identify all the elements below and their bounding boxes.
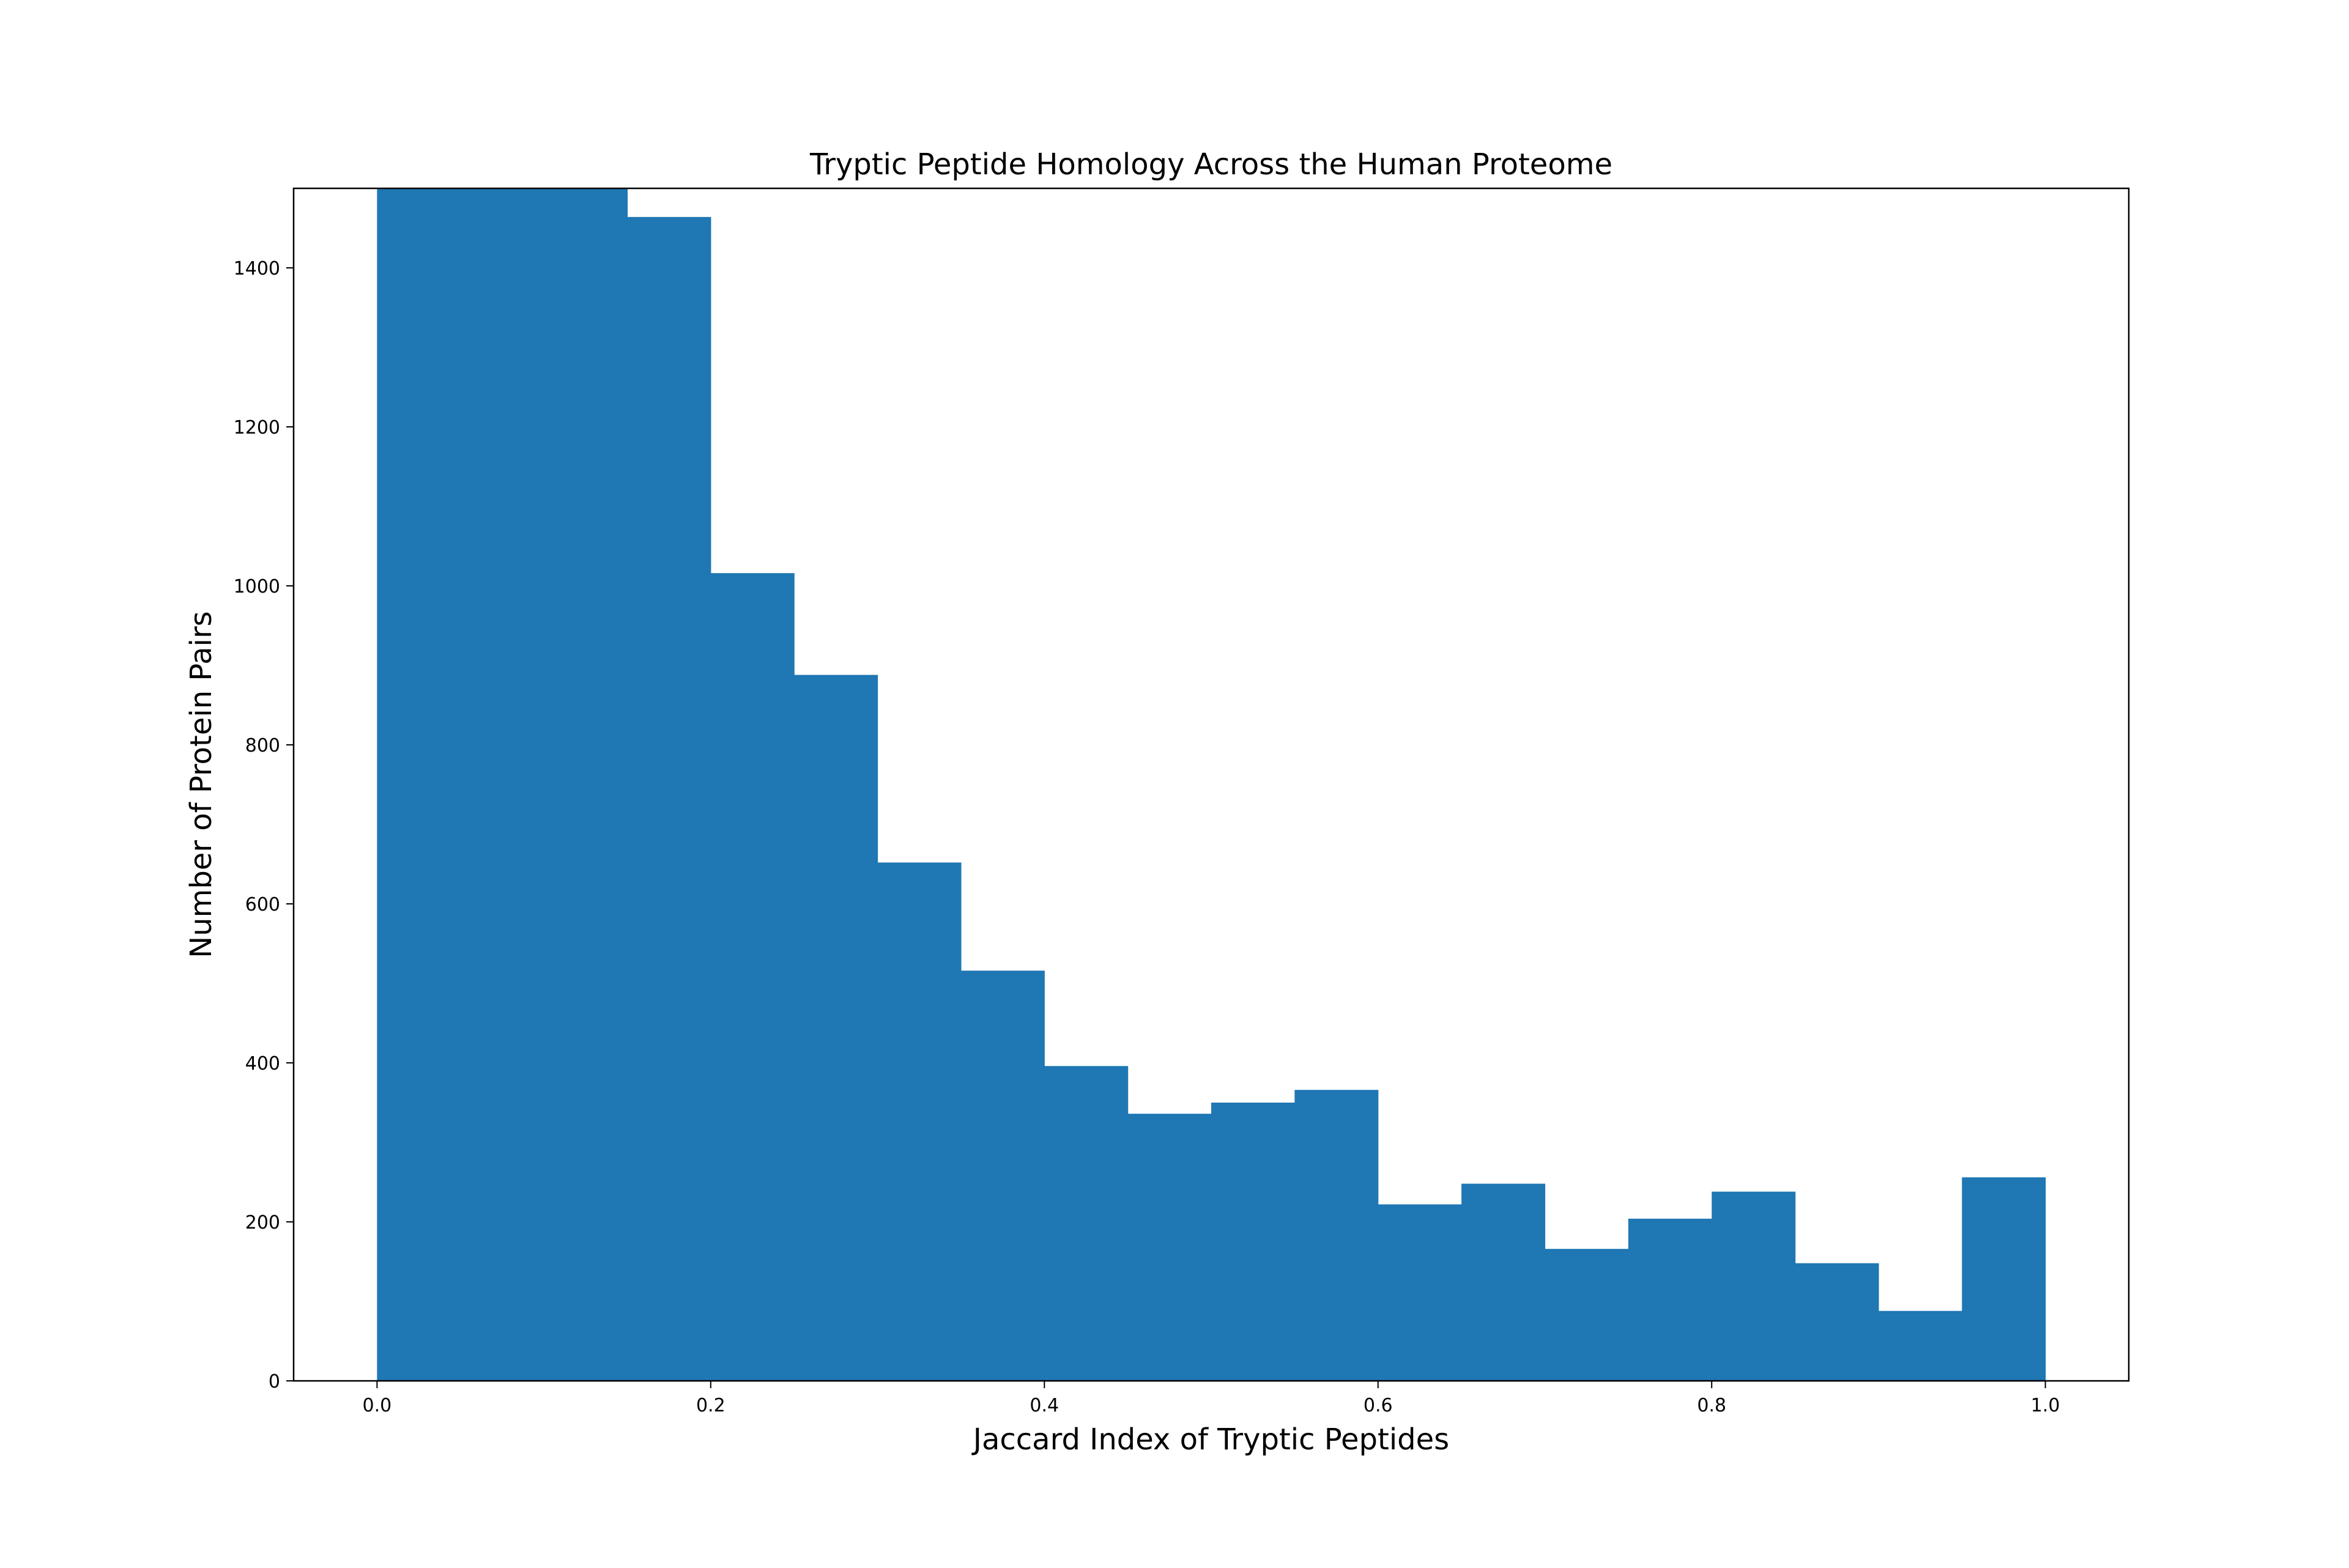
x-tick-label: 0.6 xyxy=(1364,1395,1393,1416)
histogram-bar xyxy=(627,216,711,1381)
bars-layer xyxy=(377,188,2046,1381)
x-axis-label: Jaccard Index of Tryptic Peptides xyxy=(971,1422,1449,1457)
x-tick-label: 0.2 xyxy=(696,1395,725,1416)
histogram-bar xyxy=(460,188,544,1381)
y-tick-label: 400 xyxy=(245,1053,280,1074)
histogram-bar xyxy=(1545,1249,1629,1381)
histogram-bar xyxy=(1628,1218,1712,1381)
histogram-bar xyxy=(544,188,628,1381)
histogram-bar xyxy=(710,573,795,1381)
histogram-bar xyxy=(1378,1204,1462,1381)
histogram-bar xyxy=(960,971,1045,1381)
y-tick-label: 1400 xyxy=(234,258,280,279)
y-tick-label: 200 xyxy=(245,1212,280,1233)
x-tick-label: 0.4 xyxy=(1030,1395,1059,1416)
y-tick-label: 1000 xyxy=(234,576,280,597)
y-tick-label: 1200 xyxy=(234,417,280,438)
histogram-bar xyxy=(1795,1263,1879,1381)
histogram-bar xyxy=(1211,1103,1295,1381)
y-axis-label: Number of Protein Pairs xyxy=(184,611,218,958)
histogram-bar xyxy=(1712,1191,1796,1381)
x-tick-label: 1.0 xyxy=(2031,1395,2060,1416)
histogram-bar xyxy=(1127,1114,1212,1381)
ticks-layer: 0.0 0.2 0.4 0.6 0.8 1.0 0 200 400 600 800 1000 1200 1… xyxy=(234,258,2060,1416)
histogram-bar xyxy=(377,188,461,1381)
x-tick-label: 0.0 xyxy=(363,1395,392,1416)
y-tick-label: 600 xyxy=(245,894,280,915)
histogram-bar xyxy=(877,862,962,1381)
y-tick-label: 0 xyxy=(269,1371,280,1392)
histogram-bar xyxy=(1461,1183,1546,1381)
histogram-bar xyxy=(1044,1066,1129,1381)
histogram-bar xyxy=(1878,1311,1962,1381)
histogram-bar xyxy=(1962,1177,2046,1381)
chart-title: Tryptic Peptide Homology Across the Huma… xyxy=(809,147,1612,182)
y-tick-label: 800 xyxy=(245,735,280,756)
x-tick-label: 0.8 xyxy=(1697,1395,1726,1416)
histogram-bar xyxy=(1294,1090,1379,1381)
plot-frame xyxy=(292,187,2130,1382)
histogram-bar xyxy=(794,675,878,1381)
